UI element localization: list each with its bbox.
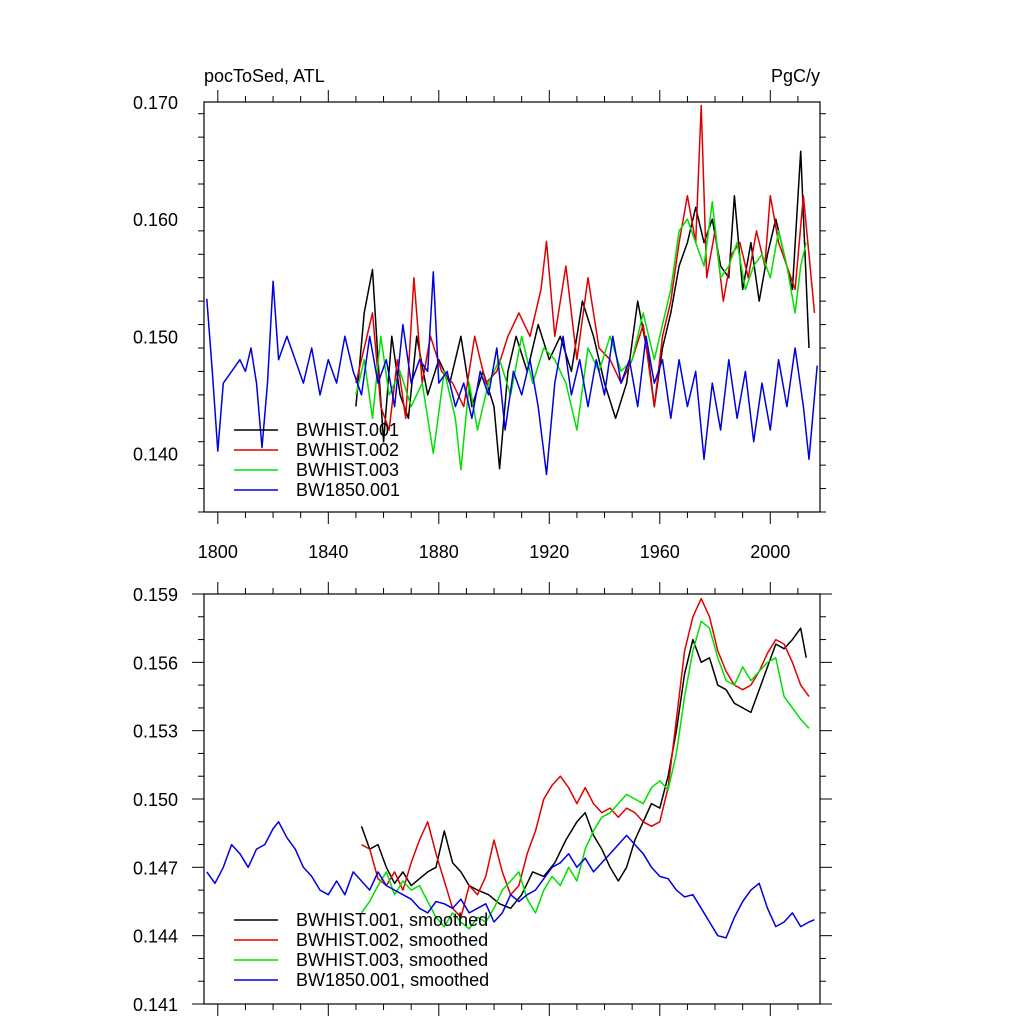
bottom-axes: 0.141 0.144 0.147 0.150 0.153 0.156 0.159 (133, 582, 832, 1016)
top-title-left: pocToSed, ATL (204, 66, 325, 86)
top-series-line-4 (206, 271, 818, 476)
top-panel: pocToSed, ATL PgC/y 1800 1840 1880 1920 1960… (133, 66, 826, 562)
bottom-panel: 0.141 0.144 0.147 0.150 0.153 0.156 0.159 BWHI… (133, 582, 832, 1016)
bottom-y-tick-label: 0.147 (133, 858, 178, 878)
bottom-series-line-2 (361, 597, 810, 919)
bottom-y-tick-label: 0.144 (133, 927, 178, 947)
top-x-tick-label: 1800 (198, 542, 238, 562)
top-series-group (206, 104, 818, 476)
bottom-y-tick-label: 0.156 (133, 653, 178, 673)
top-y-tick-label: 0.170 (133, 93, 178, 113)
top-x-tick-label: 1920 (529, 542, 569, 562)
bottom-legend-label: BWHIST.001, smoothed (296, 910, 488, 930)
top-legend-label: BWHIST.002 (296, 440, 399, 460)
top-series-line-1 (355, 150, 810, 470)
bottom-series-group (206, 597, 815, 939)
bottom-series-line-1 (360, 627, 807, 910)
top-plot-frame (203, 101, 821, 513)
bottom-legend-label: BW1850.001, smoothed (296, 970, 489, 990)
top-y-tick-label: 0.140 (133, 444, 178, 464)
top-x-tick-label: 2000 (750, 542, 790, 562)
top-legend-label: BWHIST.003 (296, 460, 399, 480)
top-x-tick-label: 1880 (419, 542, 459, 562)
bottom-legend-label: BWHIST.003, smoothed (296, 950, 488, 970)
top-y-tick-label: 0.160 (133, 210, 178, 230)
top-x-tick-label: 1960 (640, 542, 680, 562)
bottom-y-tick-label: 0.159 (133, 585, 178, 605)
bottom-y-tick-label: 0.150 (133, 790, 178, 810)
bottom-y-tick-label: 0.141 (133, 995, 178, 1015)
bottom-series-line-3 (360, 620, 810, 930)
top-axes: 1800 1840 1880 1920 1960 2000 0.140 0.150 0.160 0… (133, 90, 826, 562)
bottom-series-line-4 (206, 821, 815, 939)
top-y-tick-label: 0.150 (133, 327, 178, 347)
top-x-tick-label: 1840 (308, 542, 348, 562)
bottom-legend-label: BWHIST.002, smoothed (296, 930, 488, 950)
top-legend-label: BW1850.001 (296, 480, 400, 500)
top-title-right: PgC/y (771, 66, 820, 86)
bottom-y-tick-label: 0.153 (133, 722, 178, 742)
top-legend-label: BWHIST.001 (296, 420, 399, 440)
